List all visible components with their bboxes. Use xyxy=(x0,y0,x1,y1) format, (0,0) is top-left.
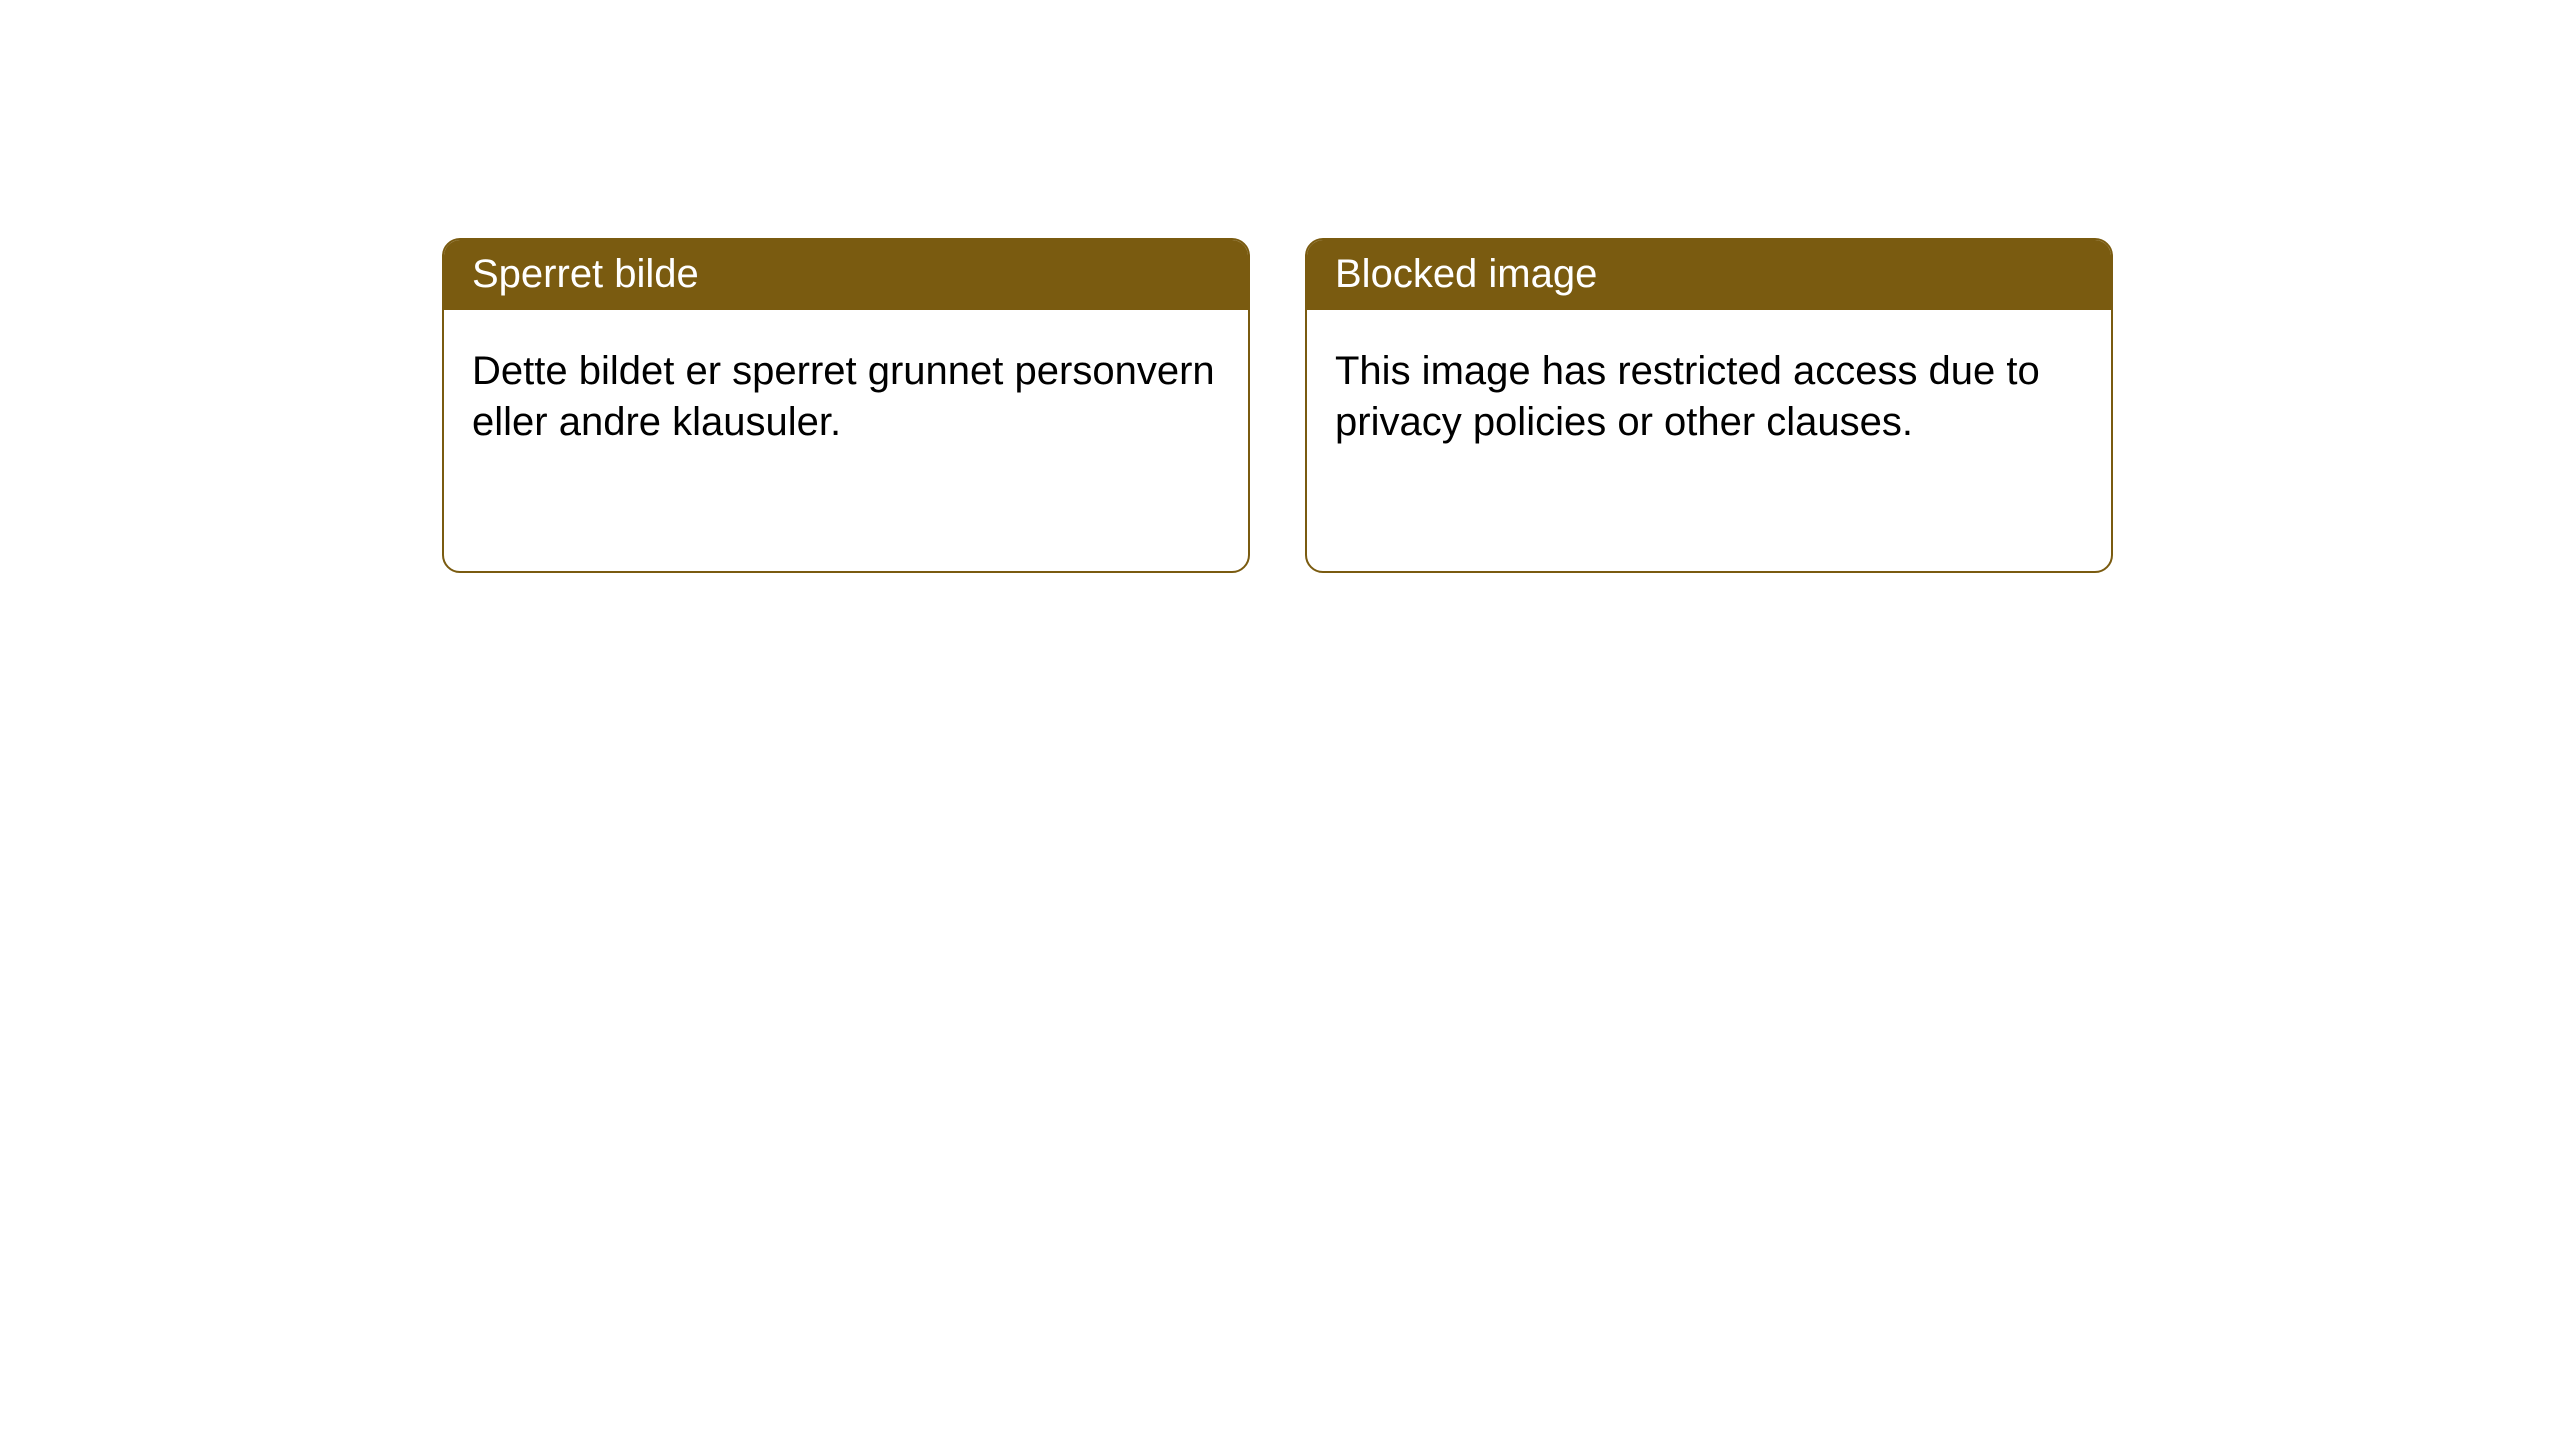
notice-card-title: Sperret bilde xyxy=(444,240,1248,310)
notice-card-title: Blocked image xyxy=(1307,240,2111,310)
notice-card-english: Blocked image This image has restricted … xyxy=(1305,238,2113,573)
notice-cards-container: Sperret bilde Dette bildet er sperret gr… xyxy=(0,0,2560,573)
notice-card-body: This image has restricted access due to … xyxy=(1307,310,2111,476)
notice-card-norwegian: Sperret bilde Dette bildet er sperret gr… xyxy=(442,238,1250,573)
notice-card-body: Dette bildet er sperret grunnet personve… xyxy=(444,310,1248,476)
